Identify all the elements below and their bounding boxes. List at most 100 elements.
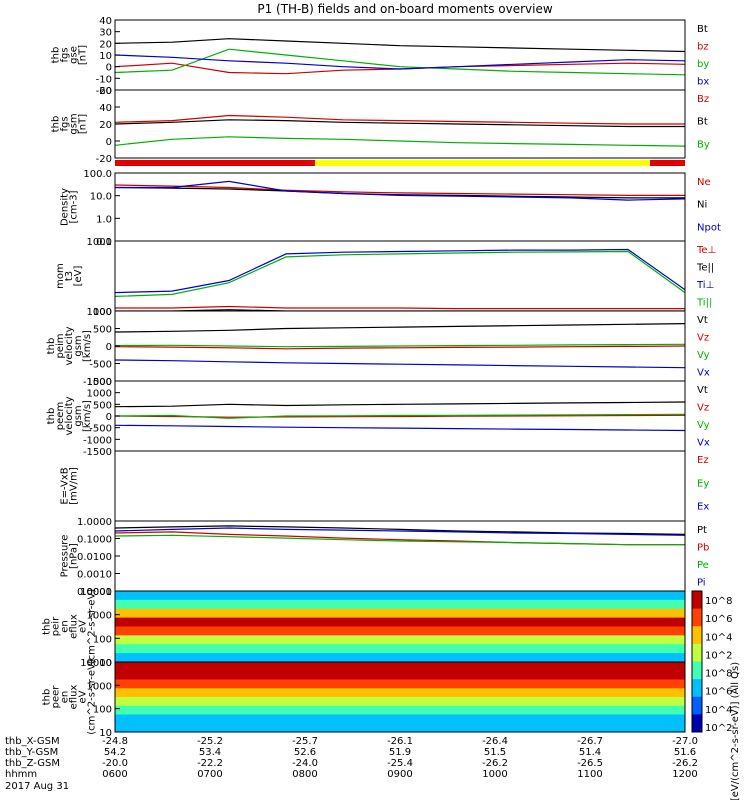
x-row-value: 52.6 (294, 747, 316, 758)
y-axis-label-line: fgs (60, 47, 71, 62)
y-axis-label-line: thb (46, 408, 57, 425)
colorbar-segment (692, 696, 702, 715)
colorbar-tick-label: 10^8 (705, 596, 732, 607)
y-tick-label: 100.0 (83, 169, 112, 180)
y-axis-label-line: en (60, 620, 71, 633)
y-axis-label-line: [km/s] (82, 400, 93, 432)
legend-entry: Pi (697, 578, 706, 589)
legend-entry: bz (697, 42, 709, 53)
spectrogram-band (115, 635, 685, 645)
y-axis-label-line: [nT] (78, 45, 89, 65)
legend-entry: Pe (697, 560, 709, 571)
colorbar-frame (691, 590, 703, 733)
status-bar (115, 160, 685, 166)
legend-entry: Vy (697, 420, 710, 431)
series-line-Vt (114, 323, 686, 333)
legend-entry: Npot (697, 222, 721, 233)
y-tick-label: 0.1 (96, 237, 112, 248)
legend-entry: Vt (697, 315, 708, 326)
y-axis-label-line: thb (51, 116, 62, 133)
series-line-Bz (114, 114, 685, 125)
colorbar-segment (692, 608, 702, 627)
colorbar-tick-label: 10^2 (705, 723, 732, 734)
legend-entry: Ni (697, 200, 707, 211)
x-row-value: -26.2 (672, 758, 698, 769)
y-tick-label: -10 (96, 74, 112, 85)
x-row-label: hhmm (5, 769, 37, 780)
y-tick-label: 1000 (87, 307, 112, 318)
x-row-value: 0700 (197, 769, 222, 780)
legend: Ne Ni Npot (697, 177, 721, 233)
legend-entry: Te|| (696, 263, 714, 274)
legend-entry: Bt (697, 117, 708, 128)
legend-entry: Vt (697, 385, 708, 396)
y-tick-label: 1.0000 (77, 517, 112, 528)
y-axis-label-line: E=-VxB (60, 467, 71, 504)
series-line-Ni (114, 186, 685, 199)
y-axis-label-line: thb (42, 689, 53, 706)
y-tick-label: 1500 (87, 377, 112, 388)
y-tick-label: 1000 (87, 611, 112, 622)
spectrogram-band (115, 626, 685, 636)
y-tick-label: 40 (99, 16, 112, 27)
spectrogram-band (115, 697, 685, 707)
x-row-value: 0800 (292, 769, 317, 780)
legend-entry: Bz (697, 94, 709, 105)
y-axis-label-line: velocity (64, 396, 75, 435)
panels: 403020100-10-20thbfgsgse[nT]Btbzbybx6040… (42, 16, 721, 739)
y-tick-label: 100 (93, 634, 112, 645)
y-tick-label: 0 (106, 342, 112, 353)
y-tick-label: 0.1000 (77, 535, 112, 546)
spectrogram-band (115, 599, 685, 610)
y-tick-label: 1000 (87, 237, 112, 248)
y-tick-label: 10 (99, 728, 112, 739)
x-row-value: 51.5 (484, 747, 506, 758)
y-axis-label-line: eV (78, 690, 89, 703)
spectrogram-band (115, 723, 685, 733)
colorbar-segment (692, 679, 702, 698)
y-axis-label-line: peim (55, 333, 66, 358)
y-tick-label: 100 (93, 307, 112, 318)
x-row-value: -25.7 (292, 736, 318, 747)
series-line-Bt (114, 119, 685, 128)
y-axis-label-line: (cm^2-s-sr-eV) (87, 659, 98, 735)
status-segment (315, 160, 650, 166)
x-row-value: -26.2 (482, 758, 508, 769)
colorbar-tick-label: 10^6 (705, 687, 732, 698)
panel-background (115, 241, 685, 311)
y-tick-label: 0.0001 (77, 587, 112, 598)
x-axis-table: thb_X-GSM -24.8 -25.2 -25.7 -26.1 -26.4 -26.7 -… (5, 736, 698, 792)
y-axis-label-line: [nT] (78, 114, 89, 134)
spectrogram-band (115, 662, 685, 672)
y-tick-label: -1000 (83, 377, 112, 388)
colorbar-tick-label: 10^8 (705, 669, 732, 680)
y-axis-label-line: peir (51, 616, 62, 636)
legend-entry: Ne (697, 177, 711, 188)
x-row-value: -24.0 (292, 758, 318, 769)
legend-entry: Ex (697, 502, 709, 513)
y-tick-label: -20 (96, 86, 112, 97)
y-axis-label-line: fgs (60, 116, 71, 131)
y-tick-label: 10000 (80, 587, 112, 598)
x-row-value: 51.4 (579, 747, 601, 758)
legend-entry: by (697, 59, 709, 70)
y-tick-label: 500 (93, 325, 112, 336)
series-line-Ne (114, 184, 685, 196)
y-axis-label-line: thb (46, 338, 57, 355)
y-axis-label-line: thb (42, 618, 53, 635)
y-axis-label-line: [cm-3] (69, 190, 80, 223)
y-axis-label-line: gsm (69, 113, 80, 134)
y-tick-label: -1000 (83, 435, 112, 446)
series-line-Pe (114, 534, 685, 546)
spectrogram-band (115, 688, 685, 698)
legend-entry: Ti|| (696, 298, 712, 309)
status-segment (115, 160, 315, 166)
y-axis-label-line: eflux (69, 685, 80, 710)
x-row-value: -26.4 (482, 736, 508, 747)
y-tick-label: -20 (96, 154, 112, 165)
